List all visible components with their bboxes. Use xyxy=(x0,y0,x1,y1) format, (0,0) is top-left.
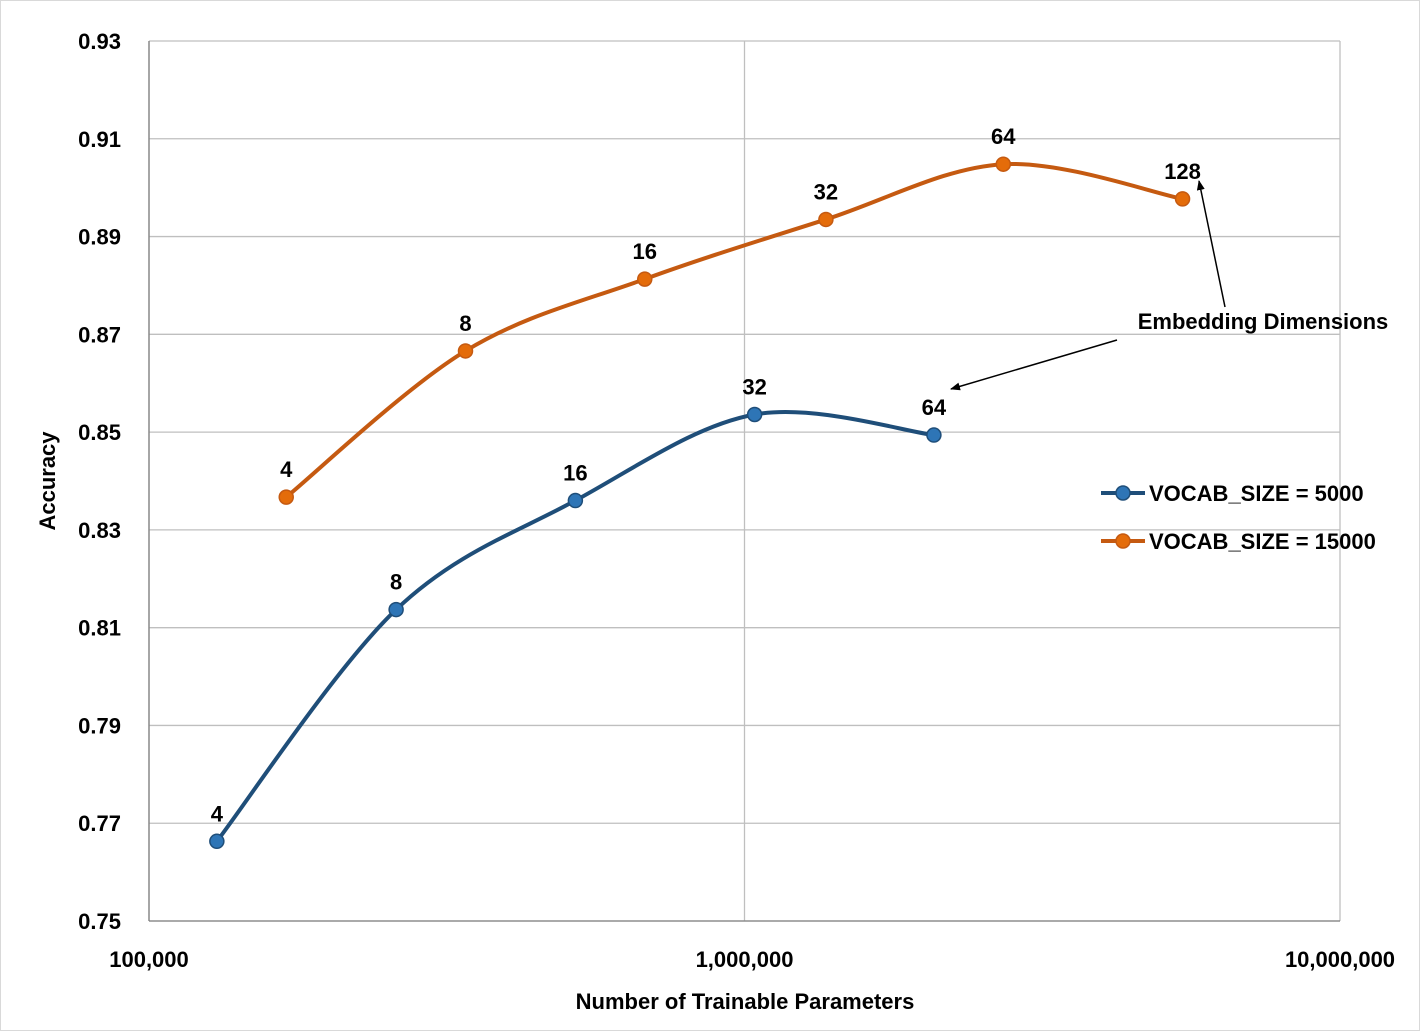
data-point xyxy=(1174,191,1191,207)
data-label: 8 xyxy=(459,311,471,336)
data-label: 4 xyxy=(211,801,224,826)
x-tick-label: 10,000,000 xyxy=(1285,947,1395,972)
y-tick-label: 0.75 xyxy=(78,909,121,934)
annotation-text: Embedding Dimensions xyxy=(1138,309,1389,334)
y-tick-label: 0.79 xyxy=(78,713,121,738)
legend-marker-vocab-5000 xyxy=(1115,485,1131,501)
data-label: 128 xyxy=(1164,159,1201,184)
data-label: 4 xyxy=(280,457,293,482)
y-tick-label: 0.89 xyxy=(78,225,121,250)
data-point xyxy=(818,211,834,228)
y-tick-label: 0.81 xyxy=(78,616,121,641)
data-point xyxy=(278,489,294,505)
y-tick-label: 0.77 xyxy=(78,811,121,836)
data-point xyxy=(388,601,404,618)
data-point xyxy=(746,406,763,423)
x-tick-label: 100,000 xyxy=(109,947,189,972)
data-point xyxy=(567,492,584,509)
data-point xyxy=(926,427,942,443)
legend: VOCAB_SIZE = 5000 VOCAB_SIZE = 15000 xyxy=(1101,481,1376,554)
series-line xyxy=(214,410,936,844)
x-axis-title: Number of Trainable Parameters xyxy=(576,989,915,1014)
legend-item-vocab-15000: VOCAB_SIZE = 15000 xyxy=(1101,529,1376,554)
y-axis-title: Accuracy xyxy=(35,431,60,531)
data-label: 8 xyxy=(390,570,402,595)
axes xyxy=(148,41,1340,922)
legend-marker-vocab-15000 xyxy=(1115,533,1131,549)
data-label: 64 xyxy=(991,124,1016,149)
data-labels: 4 8 16 32 64 4 8 16 32 64 128 xyxy=(211,124,1201,826)
x-tick-labels: 100,000 1,000,000 10,000,000 xyxy=(109,947,1395,972)
series-group xyxy=(209,156,1191,850)
annotation-arrow-upper xyxy=(1196,180,1226,308)
series-vocab-15000 xyxy=(278,156,1191,505)
y-tick-label: 0.87 xyxy=(78,322,121,347)
legend-label-vocab-5000: VOCAB_SIZE = 5000 xyxy=(1149,481,1364,506)
y-tick-label: 0.83 xyxy=(78,518,121,543)
legend-label-vocab-15000: VOCAB_SIZE = 15000 xyxy=(1149,529,1376,554)
annotation: Embedding Dimensions xyxy=(950,180,1389,391)
data-label: 16 xyxy=(633,239,657,264)
data-point xyxy=(457,343,474,359)
data-point xyxy=(995,156,1012,172)
y-tick-label: 0.85 xyxy=(78,420,121,445)
data-point xyxy=(637,271,653,287)
data-point xyxy=(209,833,225,850)
x-tick-label: 1,000,000 xyxy=(696,947,794,972)
y-tick-label: 0.93 xyxy=(78,29,121,54)
y-tick-label: 0.91 xyxy=(78,127,121,152)
data-label: 32 xyxy=(814,179,838,204)
annotation-arrow-lower xyxy=(950,339,1118,391)
data-label: 16 xyxy=(563,461,587,486)
data-label: 64 xyxy=(922,395,947,420)
series-line xyxy=(284,161,1185,500)
y-tick-labels: 0.75 0.77 0.79 0.81 0.83 0.85 0.87 0.89 0.91 0.93 xyxy=(78,29,121,934)
series-vocab-5000 xyxy=(209,406,942,850)
data-label: 32 xyxy=(742,375,766,400)
legend-item-vocab-5000: VOCAB_SIZE = 5000 xyxy=(1101,481,1364,506)
